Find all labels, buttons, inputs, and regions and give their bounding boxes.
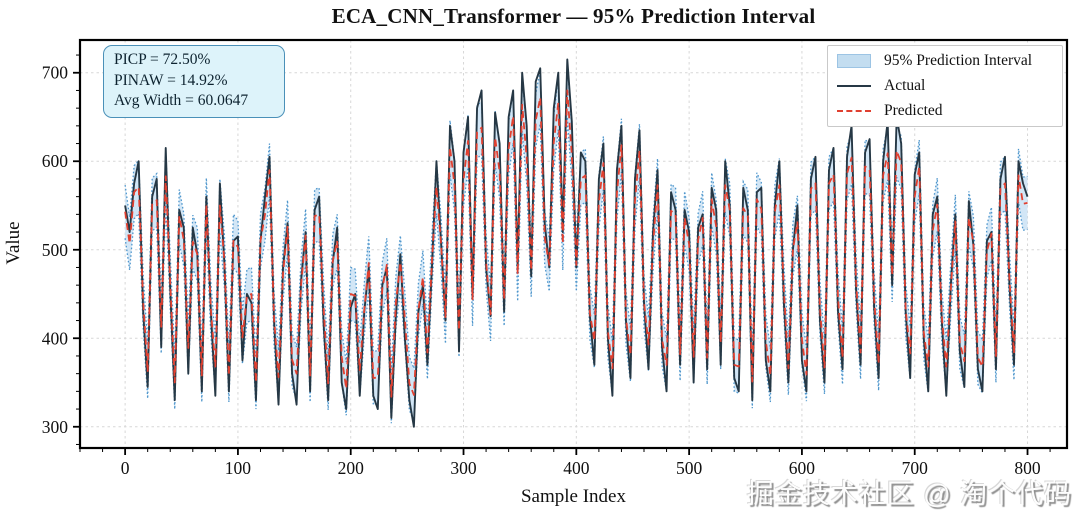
svg-text:100: 100 <box>225 458 252 478</box>
svg-text:400: 400 <box>563 458 590 478</box>
legend-item-actual: Actual <box>837 77 1052 95</box>
legend-item-interval: 95% Prediction Interval <box>837 52 1052 70</box>
stats-annotation-box: PICP = 72.50% PINAW = 14.92% Avg Width =… <box>103 45 285 118</box>
svg-text:0: 0 <box>121 458 130 478</box>
svg-text:700: 700 <box>42 63 69 83</box>
svg-text:800: 800 <box>1014 458 1041 478</box>
svg-text:700: 700 <box>902 458 929 478</box>
svg-text:300: 300 <box>450 458 477 478</box>
svg-text:600: 600 <box>42 151 69 171</box>
stat-picp: PICP = 72.50% <box>114 51 211 68</box>
interval-band-swatch-icon <box>837 54 871 68</box>
x-axis-label: Sample Index <box>520 486 626 507</box>
legend: 95% Prediction Interval Actual Predicted <box>827 45 1063 127</box>
svg-text:500: 500 <box>676 458 703 478</box>
predicted-line-swatch-icon <box>837 110 871 112</box>
svg-text:600: 600 <box>789 458 816 478</box>
stat-pinaw: PINAW = 14.92% <box>114 71 228 89</box>
actual-line-swatch-icon <box>837 85 871 87</box>
y-axis-label: Value <box>3 221 24 265</box>
stat-avg-width: Avg Width = 60.0647 <box>114 92 249 110</box>
svg-text:300: 300 <box>42 417 69 437</box>
chart-title: ECA_CNN_Transformer — 95% Prediction Int… <box>331 4 816 28</box>
svg-text:200: 200 <box>338 458 365 478</box>
legend-label-interval: 95% Prediction Interval <box>884 52 1033 69</box>
svg-text:400: 400 <box>42 328 69 348</box>
legend-item-predicted: Predicted <box>837 102 1052 120</box>
legend-label-actual: Actual <box>884 77 926 94</box>
watermark-text: 掘金技术社区 @ 淘个代码 <box>746 479 1072 509</box>
legend-label-predicted: Predicted <box>884 102 943 119</box>
svg-text:500: 500 <box>42 240 69 260</box>
